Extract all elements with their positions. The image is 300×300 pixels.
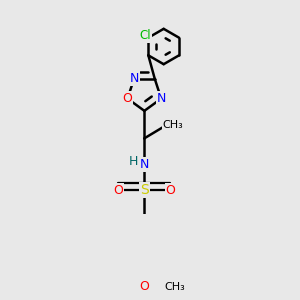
Text: O: O [123,92,133,105]
Text: CH₃: CH₃ [163,120,183,130]
Text: N: N [129,72,139,85]
Text: O: O [165,184,175,197]
Text: CH₃: CH₃ [164,282,185,292]
Text: O: O [140,280,149,293]
Text: N: N [140,158,149,171]
Text: Cl: Cl [139,29,151,42]
Text: S: S [140,183,149,197]
Text: H: H [129,155,139,168]
Text: N: N [157,92,166,105]
Text: O: O [113,184,123,197]
